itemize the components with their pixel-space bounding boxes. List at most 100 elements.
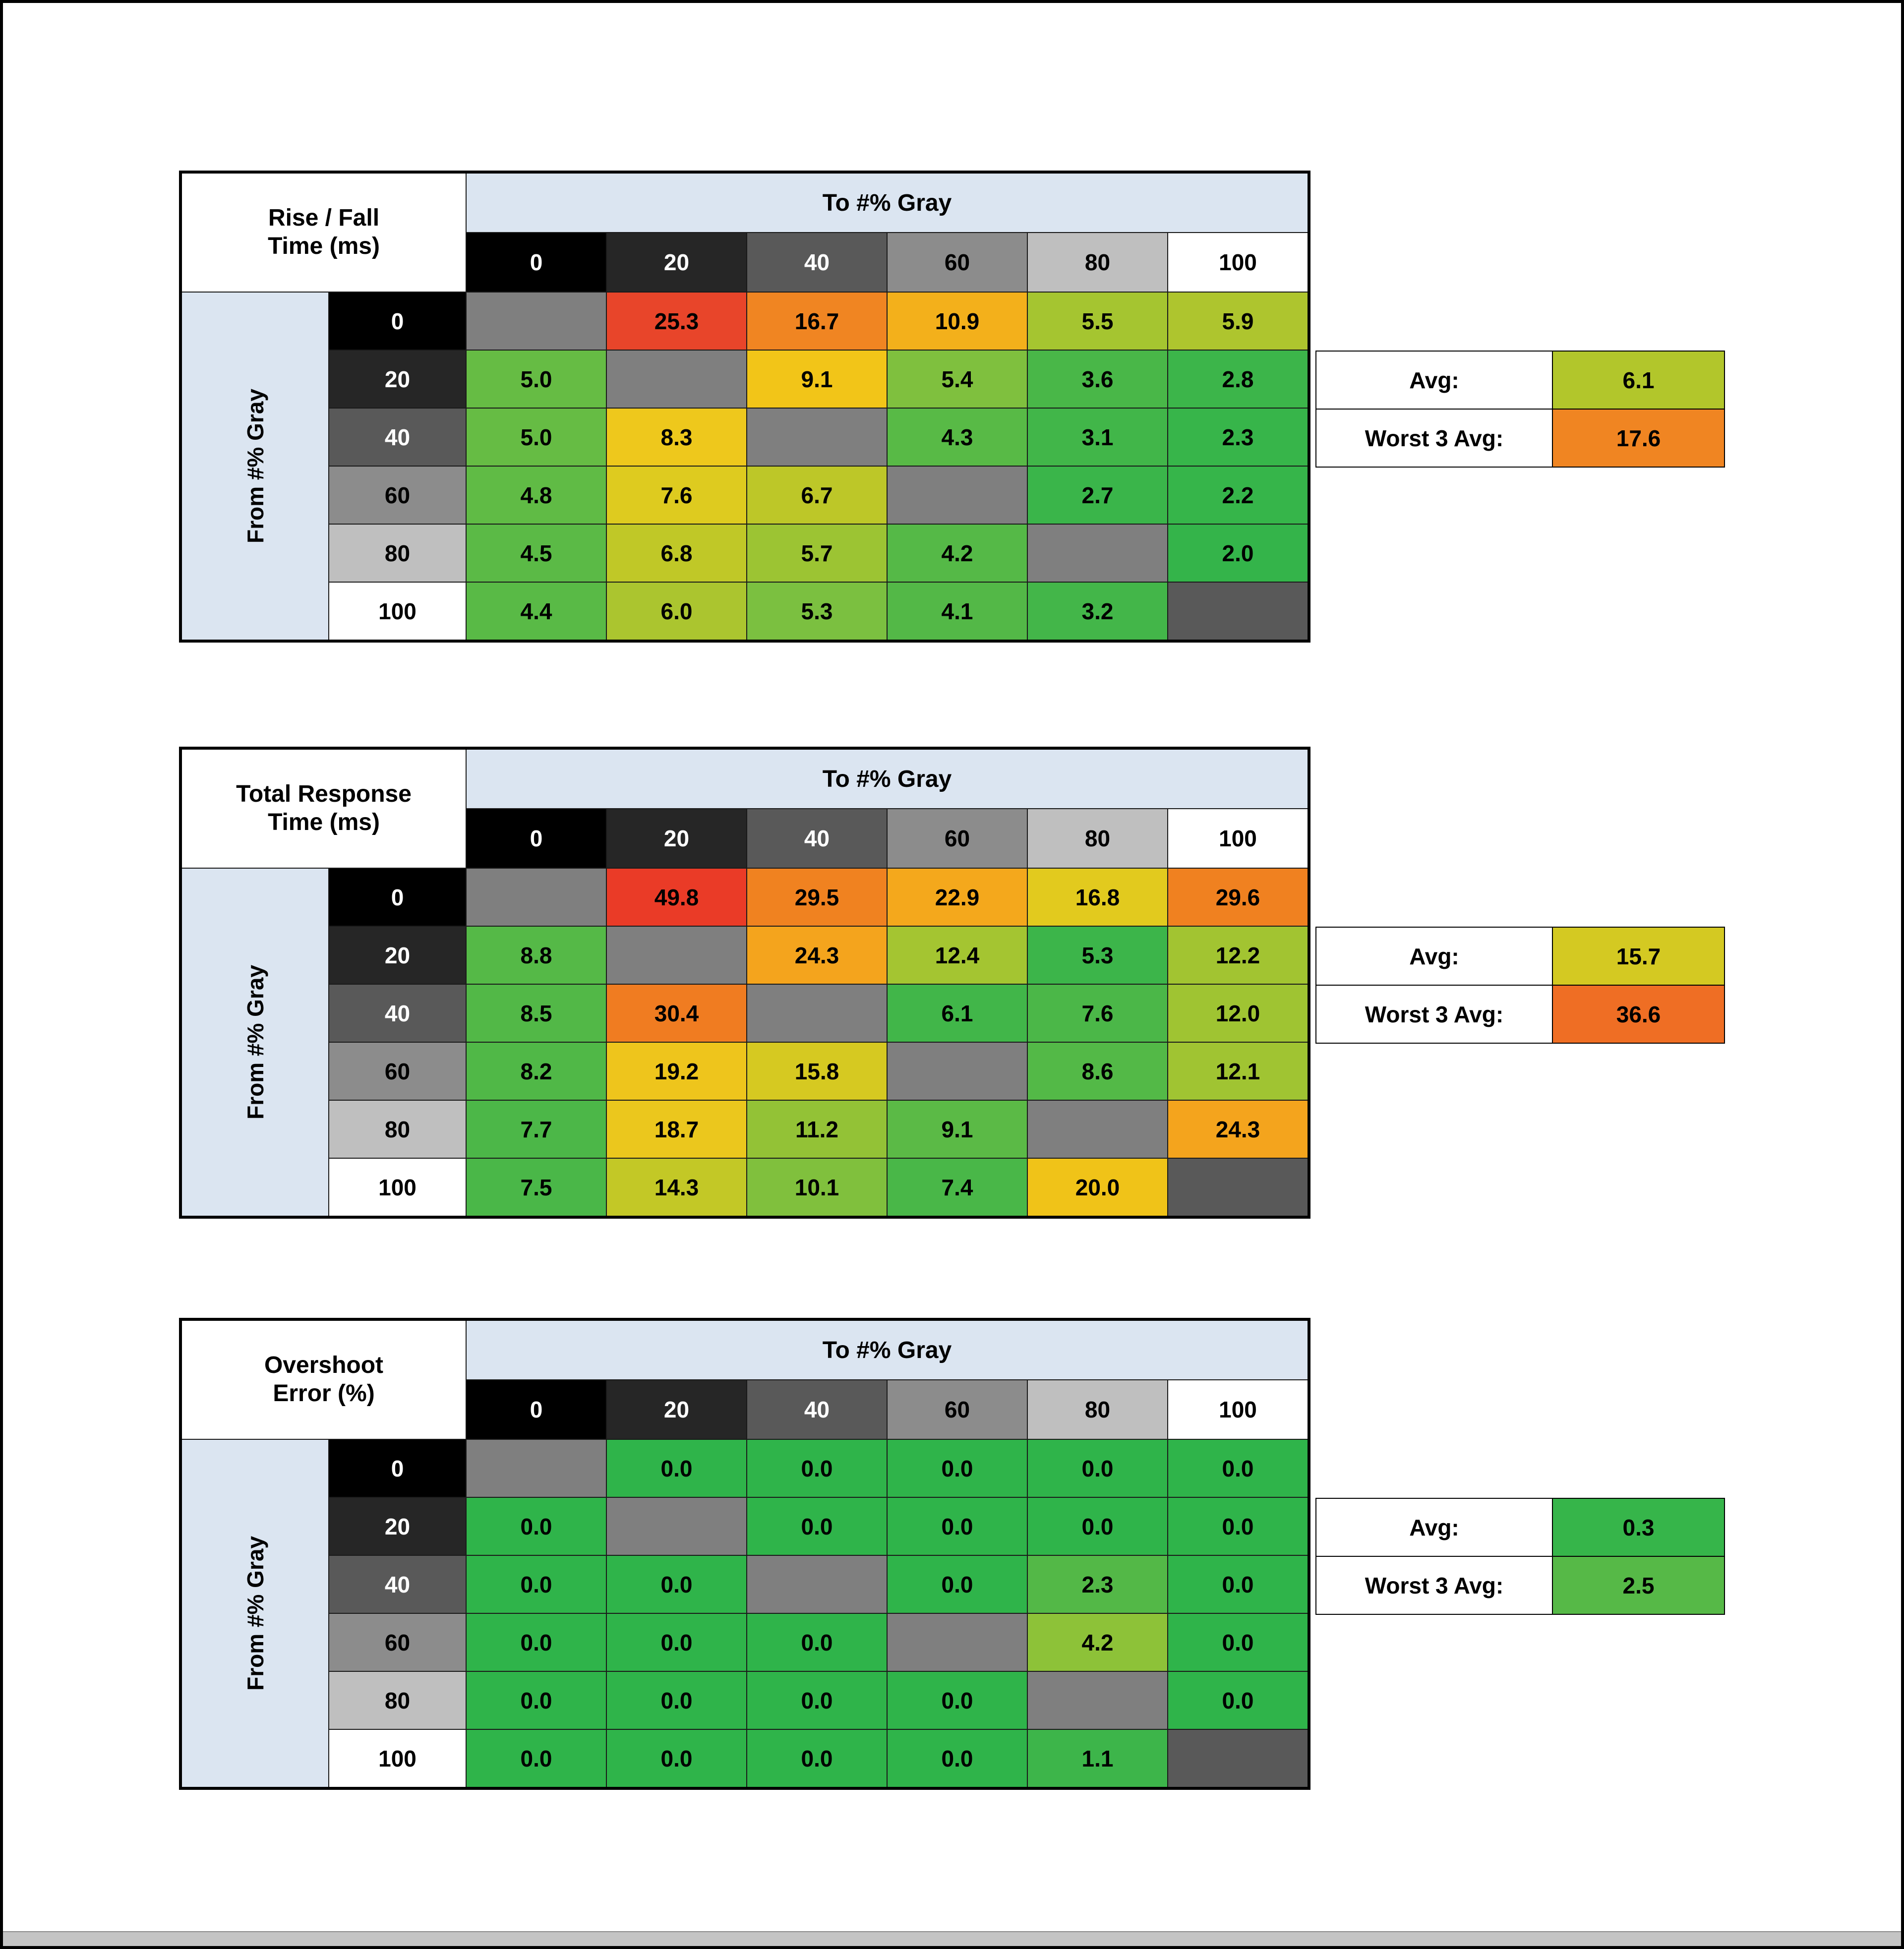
heatmap-cell: 0.0 xyxy=(747,1498,887,1555)
heatmap-cell: 5.3 xyxy=(747,583,887,640)
heatmap-cell: 0.0 xyxy=(607,1440,746,1497)
heatmap-cell: 1.1 xyxy=(1028,1730,1167,1787)
to-gray-axis-label: To #% Gray xyxy=(467,750,1308,808)
diagonal-cell xyxy=(467,1440,606,1497)
heatmap-cell: 6.7 xyxy=(747,467,887,524)
heatmap-cell: 7.6 xyxy=(1028,985,1167,1042)
heatmap-cell: 6.0 xyxy=(607,583,746,640)
heatmap-cell: 4.3 xyxy=(888,409,1027,466)
row-header: 80 xyxy=(329,525,466,582)
heatmap-cell: 0.0 xyxy=(888,1672,1027,1729)
heatmap-cell: 20.0 xyxy=(1028,1159,1167,1216)
heatmap-cell: 0.0 xyxy=(467,1672,606,1729)
heatmap-cell: 8.2 xyxy=(467,1043,606,1100)
diagonal-cell xyxy=(888,1614,1027,1671)
summary-block: Avg: 6.1 Worst 3 Avg: 17.6 xyxy=(1315,351,1725,468)
diagonal-cell xyxy=(607,1498,746,1555)
heatmap-cell: 0.0 xyxy=(1168,1498,1308,1555)
heatmap-cell: 0.0 xyxy=(747,1440,887,1497)
heatmap-cell: 12.2 xyxy=(1168,927,1308,984)
col-header: 40 xyxy=(747,233,887,292)
heatmap-cell: 2.8 xyxy=(1168,351,1308,408)
bottom-strip xyxy=(3,1931,1901,1946)
col-header: 0 xyxy=(467,809,606,868)
worst-avg-value: 36.6 xyxy=(1553,986,1724,1043)
col-header: 60 xyxy=(888,809,1027,868)
heatmap-cell: 8.6 xyxy=(1028,1043,1167,1100)
diagonal-cell xyxy=(747,985,887,1042)
heatmap-cell: 0.0 xyxy=(888,1730,1027,1787)
row-header: 80 xyxy=(329,1101,466,1158)
to-gray-axis-label: To #% Gray xyxy=(467,1321,1308,1379)
heatmap-cell: 12.1 xyxy=(1168,1043,1308,1100)
heatmap-cell: 8.8 xyxy=(467,927,606,984)
heatmap-cell: 12.4 xyxy=(888,927,1027,984)
heatmap-cell: 0.0 xyxy=(1028,1498,1167,1555)
row-header: 100 xyxy=(329,1730,466,1787)
row-header: 40 xyxy=(329,409,466,466)
heatmap-cell: 19.2 xyxy=(607,1043,746,1100)
table-title-line: Total Response xyxy=(236,781,412,808)
heatmap-cell: 0.0 xyxy=(467,1730,606,1787)
heatmap-cell: 11.2 xyxy=(747,1101,887,1158)
heatmap-cell: 18.7 xyxy=(607,1101,746,1158)
avg-label: Avg: xyxy=(1316,1499,1552,1556)
from-gray-axis-text: From #% Gray xyxy=(242,965,268,1120)
diagonal-cell xyxy=(888,467,1027,524)
row-header: 20 xyxy=(329,351,466,408)
heatmap-cell: 12.0 xyxy=(1168,985,1308,1042)
row-header: 60 xyxy=(329,1043,466,1100)
col-header: 40 xyxy=(747,1380,887,1439)
heatmap-grid: Overshoot Error (%) To #% Gray 0 20 40 60 80 100… xyxy=(179,1318,1310,1790)
diagonal-cell xyxy=(747,409,887,466)
heatmap-cell: 5.5 xyxy=(1028,293,1167,350)
heatmap-cell: 0.0 xyxy=(747,1672,887,1729)
row-header: 60 xyxy=(329,467,466,524)
table-title-line: Error (%) xyxy=(273,1380,375,1407)
heatmap-cell: 30.4 xyxy=(607,985,746,1042)
heatmap-cell: 3.1 xyxy=(1028,409,1167,466)
heatmap-cell: 6.8 xyxy=(607,525,746,582)
heatmap-cell: 4.2 xyxy=(1028,1614,1167,1671)
heatmap-cell: 4.1 xyxy=(888,583,1027,640)
heatmap-cell: 7.4 xyxy=(888,1159,1027,1216)
heatmap-cell: 5.0 xyxy=(467,351,606,408)
summary-block: Avg: 0.3 Worst 3 Avg: 2.5 xyxy=(1315,1498,1725,1615)
heatmap-cell: 6.1 xyxy=(888,985,1027,1042)
col-header: 100 xyxy=(1168,1380,1308,1439)
heatmap-cell: 29.6 xyxy=(1168,869,1308,926)
from-gray-axis-label: From #% Gray xyxy=(182,1440,328,1787)
heatmap-cell: 0.0 xyxy=(1028,1440,1167,1497)
heatmap-cell: 8.5 xyxy=(467,985,606,1042)
heatmap-cell: 24.3 xyxy=(1168,1101,1308,1158)
from-gray-axis-label: From #% Gray xyxy=(182,293,328,640)
heatmap-cell: 14.3 xyxy=(607,1159,746,1216)
table-title: Rise / Fall Time (ms) xyxy=(182,174,466,292)
diagonal-cell xyxy=(1168,583,1308,640)
heatmap-cell: 29.5 xyxy=(747,869,887,926)
heatmap-cell: 0.0 xyxy=(467,1498,606,1555)
heatmap-cell: 0.0 xyxy=(1168,1614,1308,1671)
heatmap-cell: 0.0 xyxy=(1168,1440,1308,1497)
diagonal-cell xyxy=(1028,1101,1167,1158)
heatmap-cell: 0.0 xyxy=(747,1730,887,1787)
diagonal-cell xyxy=(1028,1672,1167,1729)
from-gray-axis-text: From #% Gray xyxy=(242,389,268,543)
heatmap-cell: 5.9 xyxy=(1168,293,1308,350)
col-header: 80 xyxy=(1028,233,1167,292)
table-title-line: Time (ms) xyxy=(268,233,380,259)
diagonal-cell xyxy=(1168,1159,1308,1216)
heatmap-cell: 0.0 xyxy=(1168,1672,1308,1729)
avg-label: Avg: xyxy=(1316,928,1552,985)
heatmap-cell: 0.0 xyxy=(607,1556,746,1613)
heatmap-cell: 4.2 xyxy=(888,525,1027,582)
row-header: 0 xyxy=(329,1440,466,1497)
heatmap-cell: 5.0 xyxy=(467,409,606,466)
row-header: 80 xyxy=(329,1672,466,1729)
heatmap-cell: 8.3 xyxy=(607,409,746,466)
col-header: 60 xyxy=(888,233,1027,292)
heatmap-cell: 2.3 xyxy=(1028,1556,1167,1613)
heatmap-cell: 16.8 xyxy=(1028,869,1167,926)
worst-avg-label: Worst 3 Avg: xyxy=(1316,410,1552,467)
heatmap-cell: 2.2 xyxy=(1168,467,1308,524)
